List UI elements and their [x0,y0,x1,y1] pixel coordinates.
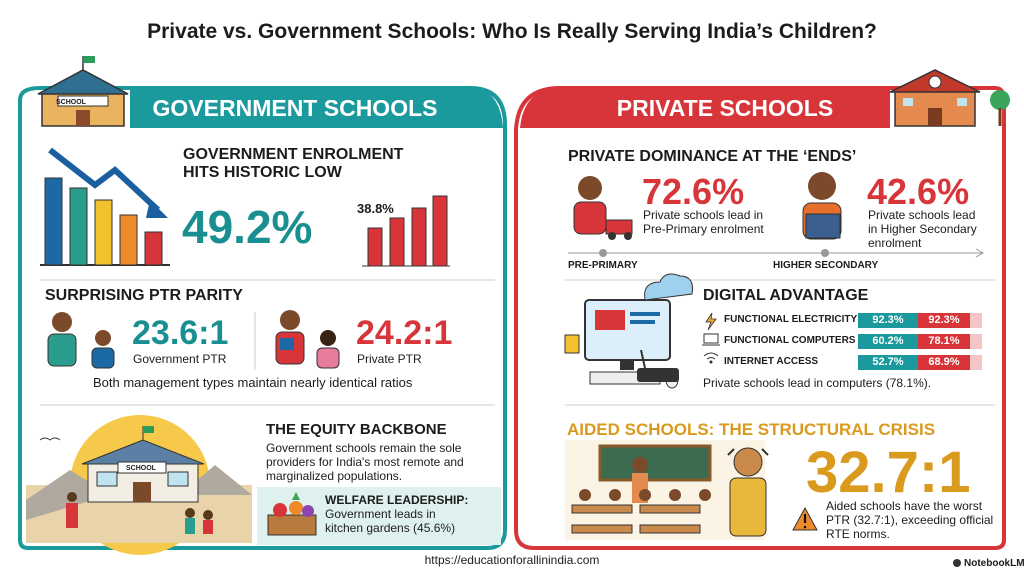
private-header-band [520,88,890,128]
computer-illustration [564,273,693,389]
teacher-student-icon [275,310,340,369]
source-url: https://educationforallinindia.com [424,553,600,567]
brand: NotebookLM [964,558,1024,569]
school-sign: SCHOOL [126,465,156,472]
gov-bar: 52.7% [858,355,918,370]
row-label: INTERNET ACCESS [724,356,819,367]
private-school-icon [889,69,1010,127]
timeline-dot [599,249,607,257]
private-bar: 78.1% [918,334,970,349]
pre-primary-text: Private schools lead in Pre-Primary enro… [643,208,764,236]
gov-bar: 92.3% [858,313,918,328]
bar-end [970,313,982,328]
village-school-illustration [26,415,252,555]
pre-primary-value: 72.6% [642,171,745,212]
warning-icon [792,506,818,531]
equity-title: THE EQUITY BACKBONE [266,421,447,438]
vegetable-crate-icon [267,492,317,536]
private-bar: 92.3% [918,313,970,328]
gov-ptr-value: 23.6:1 [132,314,229,352]
student-laptop-icon [802,172,842,240]
brand-icon [953,559,961,567]
ptr-note: Both management types maintain nearly id… [93,375,413,390]
enrolment-title: GOVERNMENT ENROLMENT HITS HISTORIC LOW [183,146,404,181]
welfare-text: Government leads in kitchen gardens (45.… [325,507,456,535]
digital-title: DIGITAL ADVANTAGE [703,287,869,304]
timeline-arrow [975,248,985,258]
private-ptr-label: Private PTR [357,352,422,366]
bar-end [970,355,982,370]
decline-chart-icon [40,147,170,266]
aided-text: Aided schools have the worst PTR (32.7:1… [826,499,994,541]
child-icon [573,176,633,240]
aided-value: 32.7:1 [806,440,971,505]
dominance-title: PRIVATE DOMINANCE AT THE ‘ENDS’ [568,148,857,165]
bar-end [970,334,982,349]
timeline-label: HIGHER SECONDARY [773,260,879,271]
higher-secondary-value: 42.6% [867,171,970,212]
row-icons [702,312,720,364]
teacher-student-icon [47,312,115,369]
school-icon [37,56,129,127]
equity-text: Government schools remain the sole provi… [266,441,464,483]
mini-label: 38.8% [357,201,394,216]
welfare-title: WELFARE LEADERSHIP: [325,493,469,507]
aided-title: AIDED SCHOOLS: THE STRUCTURAL CRISIS [567,420,936,439]
digital-note: Private schools lead in computers (78.1%… [703,376,932,390]
row-label: FUNCTIONAL ELECTRICITY [724,314,858,325]
gov-header-band [130,88,503,128]
higher-secondary-text: Private schools lead in Higher Secondary… [868,208,977,250]
mini-bars [362,195,450,267]
page-title: Private vs. Government Schools: Who Is R… [147,20,877,43]
private-bar: 68.9% [918,355,970,370]
gov-ptr-label: Government PTR [133,352,227,366]
gov-bar: 60.2% [858,334,918,349]
classroom-illustration [565,440,769,540]
timeline-label: PRE-PRIMARY [568,260,638,271]
gov-panel [18,86,507,550]
private-heading: PRIVATE SCHOOLS [616,95,834,121]
gov-heading: GOVERNMENT SCHOOLS [152,95,438,121]
row-label: FUNCTIONAL COMPUTERS [724,335,856,346]
school-sign: SCHOOL [56,99,86,106]
timeline-dot [821,249,829,257]
enrolment-value: 49.2% [182,201,313,253]
ptr-title: SURPRISING PTR PARITY [45,287,243,304]
private-ptr-value: 24.2:1 [356,314,453,352]
